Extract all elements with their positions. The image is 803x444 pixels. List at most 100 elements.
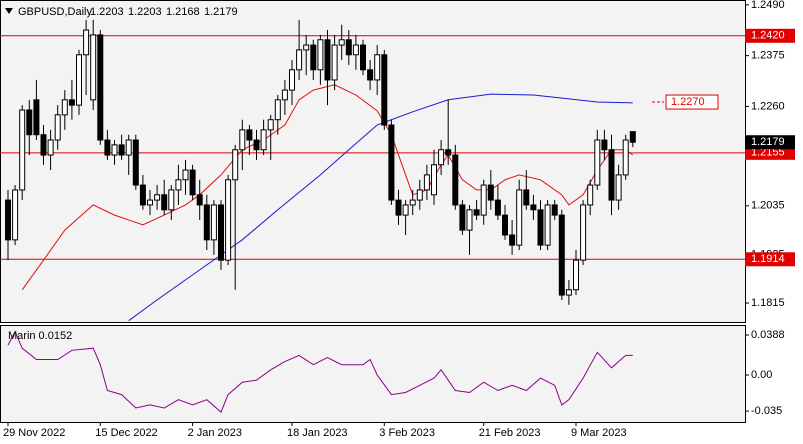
y-tick-label: 1.2375 bbox=[751, 50, 785, 62]
candle-body bbox=[452, 154, 459, 206]
menu-triangle bbox=[5, 8, 13, 14]
candle-body bbox=[125, 139, 132, 156]
x-tick-label: 15 Dec 2022 bbox=[95, 427, 157, 439]
y-tick-label: 1.2490 bbox=[751, 0, 785, 11]
candle-body bbox=[423, 174, 430, 191]
level-label: 1.1914 bbox=[751, 253, 785, 265]
candle-body bbox=[225, 179, 232, 261]
candle-body bbox=[182, 169, 189, 181]
candle-body bbox=[12, 189, 19, 241]
candle-body bbox=[40, 134, 47, 156]
indicator-title: Marin 0.0152 bbox=[8, 330, 72, 342]
candle-body bbox=[303, 44, 310, 51]
candle-body bbox=[438, 149, 445, 166]
candle-body bbox=[367, 69, 374, 81]
candle-body bbox=[345, 39, 352, 56]
candle-body bbox=[210, 204, 217, 241]
header-low: 1.2168 bbox=[166, 6, 200, 18]
x-tick-label: 3 Feb 2023 bbox=[379, 427, 435, 439]
candle-body bbox=[239, 129, 246, 151]
candle-body bbox=[168, 189, 175, 211]
candle-body bbox=[139, 184, 146, 206]
x-tick-label: 29 Nov 2022 bbox=[3, 427, 65, 439]
moving-average bbox=[128, 93, 633, 322]
candle-body bbox=[196, 194, 203, 206]
candle-body bbox=[253, 139, 260, 151]
candle-body bbox=[61, 99, 68, 116]
candle-body bbox=[76, 54, 82, 106]
oscillator-line bbox=[7, 330, 633, 413]
candle-body bbox=[459, 204, 466, 231]
candle-body bbox=[629, 131, 636, 143]
candle-body bbox=[551, 204, 558, 216]
y-tick-label: 0.00 bbox=[751, 369, 772, 381]
candle-body bbox=[83, 29, 90, 56]
level-label: 1.2155 bbox=[751, 147, 785, 159]
candle-body bbox=[310, 44, 317, 71]
candle-body bbox=[374, 54, 381, 81]
candle-body bbox=[296, 49, 303, 71]
header-close: 1.2179 bbox=[204, 6, 238, 18]
x-tick-label: 2 Jan 2023 bbox=[188, 427, 242, 439]
candle-body bbox=[537, 209, 544, 246]
candle-body bbox=[54, 114, 61, 141]
candle-body bbox=[331, 44, 338, 81]
candle-body bbox=[523, 189, 530, 206]
header-open: 1.2203 bbox=[90, 6, 124, 18]
candle-body bbox=[409, 199, 416, 206]
candle-body bbox=[338, 39, 345, 46]
candle-body bbox=[154, 194, 161, 201]
candle-body bbox=[324, 39, 331, 81]
candle-body bbox=[90, 34, 97, 101]
candle-body bbox=[111, 144, 118, 156]
candle-body bbox=[473, 209, 480, 216]
y-tick-label: 1.2035 bbox=[751, 200, 785, 212]
candle-body bbox=[267, 119, 274, 131]
level-label-box bbox=[745, 145, 795, 160]
level-label-box bbox=[745, 252, 795, 267]
candle-body bbox=[19, 109, 26, 191]
candle-body bbox=[601, 139, 608, 151]
candle-body bbox=[416, 189, 423, 201]
candle-body bbox=[622, 139, 629, 176]
candle-body bbox=[289, 69, 295, 91]
level-label: 1.2420 bbox=[751, 30, 785, 42]
x-tick-label: 9 Mar 2023 bbox=[571, 427, 627, 439]
candle-body bbox=[68, 99, 75, 106]
candle-body bbox=[402, 204, 409, 216]
candle-body bbox=[516, 189, 523, 246]
candle-body bbox=[573, 259, 579, 291]
candle-body bbox=[246, 129, 253, 141]
candle-body bbox=[232, 149, 239, 181]
candle-body bbox=[565, 289, 572, 296]
candle-body bbox=[218, 204, 224, 261]
y-tick-label: -0.035 bbox=[751, 405, 782, 417]
candle-body bbox=[360, 44, 366, 71]
current-price-box bbox=[745, 135, 795, 150]
candle-body bbox=[580, 204, 587, 261]
candle-body bbox=[161, 194, 168, 211]
target-label: 1.2270 bbox=[671, 96, 705, 108]
candle-body bbox=[33, 99, 40, 136]
candle-body bbox=[132, 139, 139, 186]
candle-body bbox=[587, 184, 594, 206]
target-box bbox=[665, 94, 719, 110]
y-tick-label: 1.2260 bbox=[751, 100, 785, 112]
x-tick-label: 21 Feb 2023 bbox=[479, 427, 541, 439]
price-pane bbox=[0, 0, 746, 323]
candle-body bbox=[487, 184, 494, 201]
candle-body bbox=[445, 149, 452, 156]
indicator-pane bbox=[0, 325, 746, 423]
level-label-box bbox=[745, 28, 795, 43]
candle-body bbox=[26, 109, 33, 136]
candle-body bbox=[558, 214, 565, 296]
candle-body bbox=[317, 39, 324, 71]
candle-body bbox=[594, 139, 601, 186]
candle-body bbox=[494, 199, 501, 216]
candle-body bbox=[544, 204, 551, 246]
candle-body bbox=[175, 179, 182, 191]
y-tick-label: 0.0388 bbox=[751, 329, 785, 341]
candle-body bbox=[104, 139, 111, 156]
candle-body bbox=[395, 199, 402, 216]
